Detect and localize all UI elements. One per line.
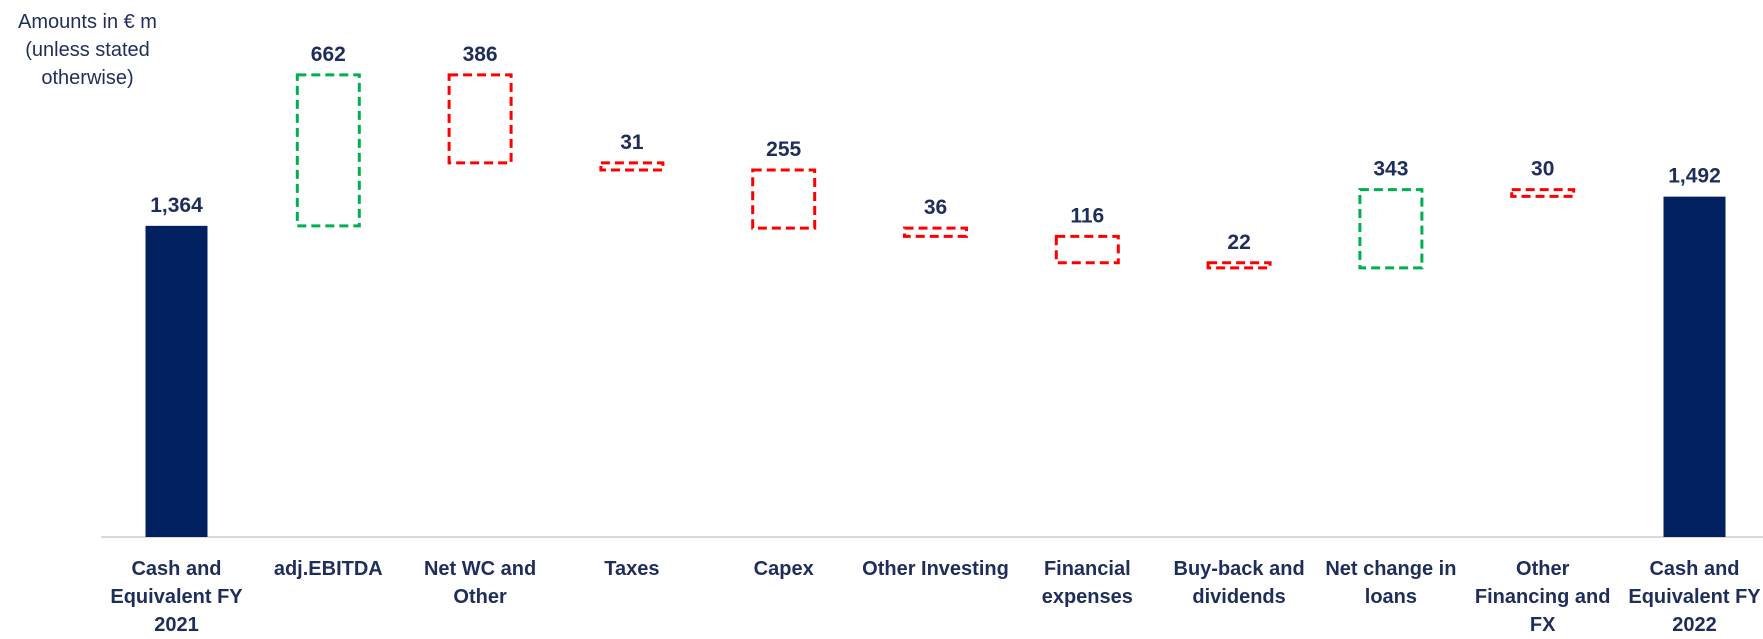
- bar: [1054, 234, 1120, 265]
- value-label: 255: [766, 138, 801, 161]
- value-label: 116: [1070, 204, 1104, 227]
- x-tick-label: Net WC and Other: [423, 558, 537, 608]
- bar: [1206, 261, 1272, 270]
- bar: [1510, 188, 1576, 198]
- x-tick-label: Financial expenses: [1041, 558, 1133, 608]
- value-label: 30: [1531, 158, 1554, 181]
- value-label: 386: [463, 43, 498, 66]
- value-label: 1,492: [1668, 165, 1721, 188]
- x-tick-label: Taxes: [604, 558, 660, 580]
- value-label: 31: [620, 131, 644, 154]
- x-tick-label: Cash and Equivalent FY 2021: [110, 558, 243, 636]
- bar: [903, 226, 968, 238]
- value-label: 22: [1227, 231, 1250, 254]
- value-label: 1,364: [150, 194, 203, 217]
- bar: [1663, 196, 1726, 537]
- x-tick-label: Net change in loans: [1325, 558, 1457, 608]
- bar: [599, 161, 665, 172]
- value-label: 36: [924, 196, 947, 219]
- bar: [145, 225, 208, 537]
- bar: [751, 168, 817, 230]
- x-tick-label: Other Investing: [862, 558, 1009, 580]
- x-tick-label: Buy-back and dividends: [1173, 558, 1305, 608]
- x-tick-label: Capex: [753, 558, 814, 580]
- value-label: 662: [311, 43, 346, 66]
- bar: [1358, 188, 1424, 270]
- x-tick-label: Other Financing and FX: [1474, 558, 1611, 636]
- bar: [295, 73, 361, 228]
- x-tick-label: Cash and Equivalent FY 2022: [1628, 558, 1761, 636]
- x-tick-label: adj.EBITDA: [273, 558, 383, 580]
- note: Amounts in € m (unless stated otherwise): [18, 11, 157, 89]
- bar: [447, 73, 513, 165]
- value-label: 343: [1373, 158, 1408, 181]
